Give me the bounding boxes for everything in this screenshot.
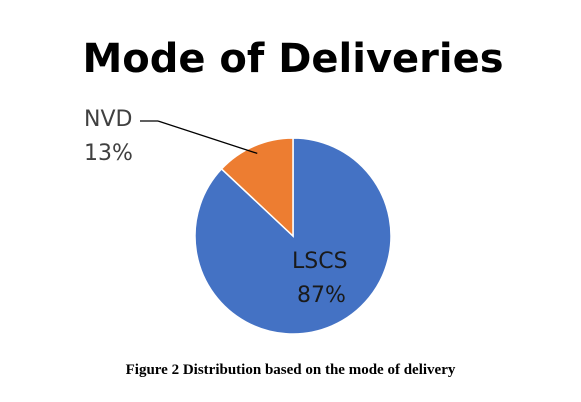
nvd-leader-line [157, 120, 258, 155]
chart-title: Mode of Deliveries [82, 36, 503, 82]
pie-slices [194, 137, 392, 335]
pie-slice-nvd [220, 137, 294, 238]
lscs-percent: 87% [297, 283, 346, 308]
figure-caption: Figure 2 Distribution based on the mode … [125, 362, 456, 378]
lscs-label: LSCS [292, 249, 348, 274]
nvd-percent: 13% [84, 141, 133, 166]
nvd-label: NVD [84, 107, 132, 132]
pie-slice-lscs [194, 137, 392, 335]
